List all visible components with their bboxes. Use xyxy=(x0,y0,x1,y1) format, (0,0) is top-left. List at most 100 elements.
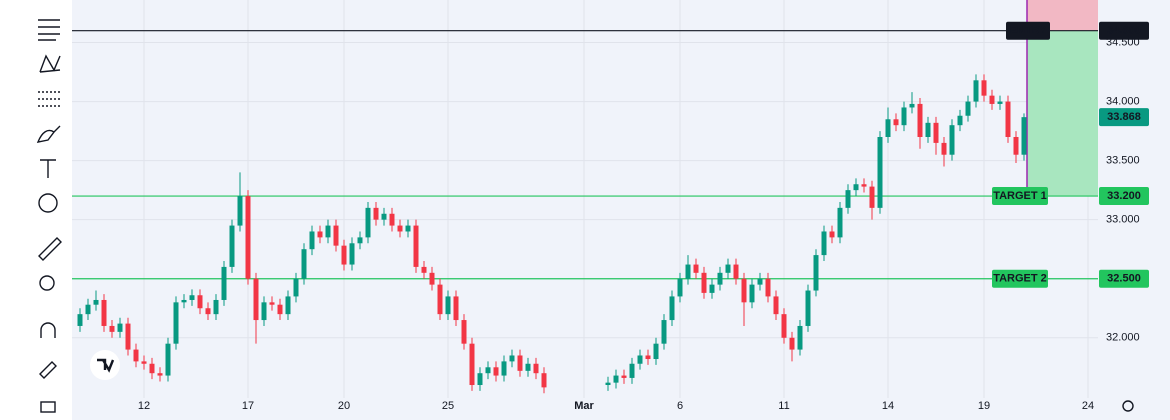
candle-body xyxy=(949,125,955,155)
candle-body xyxy=(309,231,315,250)
emoji-tool[interactable] xyxy=(38,193,58,213)
candle-body xyxy=(781,314,787,338)
candle-body xyxy=(301,249,307,279)
candle-body xyxy=(277,304,283,315)
candle-body xyxy=(797,325,803,350)
candle-body xyxy=(469,343,475,386)
candle-body xyxy=(509,355,515,362)
candle-body xyxy=(653,343,659,360)
candle-body xyxy=(693,264,699,273)
price-tag xyxy=(1099,269,1149,288)
candle-body xyxy=(133,349,139,362)
candle-body xyxy=(765,278,771,297)
candle-body xyxy=(237,196,243,226)
candle-body xyxy=(125,323,131,350)
candle-body xyxy=(437,284,443,315)
x-tick-label: Mar xyxy=(574,400,594,412)
candle-body xyxy=(541,373,547,388)
toolbar-icons[interactable] xyxy=(36,19,62,413)
candle-body xyxy=(197,295,203,309)
brush-tool[interactable] xyxy=(36,125,61,143)
candle-body xyxy=(885,119,891,137)
candle-body xyxy=(805,290,811,326)
candle-body xyxy=(357,237,363,244)
candle-body xyxy=(981,80,987,96)
lock-tool[interactable] xyxy=(40,401,56,413)
candle-body xyxy=(997,101,1003,104)
candle-body xyxy=(941,142,947,155)
y-tick-label: 33.500 xyxy=(1106,155,1140,167)
candle-body xyxy=(933,122,939,143)
candle-body xyxy=(501,361,507,376)
y-tick-label: 34.000 xyxy=(1106,95,1140,107)
y-tick-label: 33.000 xyxy=(1106,214,1140,226)
candle-body xyxy=(221,266,227,300)
zoom-tool[interactable] xyxy=(39,275,55,291)
candle-body xyxy=(181,299,187,303)
pattern-tool[interactable] xyxy=(39,54,61,73)
candle-body xyxy=(421,266,427,273)
candle-body xyxy=(413,225,419,267)
x-tick-label: 20 xyxy=(338,400,350,412)
candle-body xyxy=(733,264,739,279)
candle-body xyxy=(109,325,115,332)
magnet-tool[interactable] xyxy=(40,322,56,338)
lock-draw-tool[interactable] xyxy=(39,361,57,379)
ruler-tool[interactable] xyxy=(38,237,62,261)
settings-button[interactable] xyxy=(1122,400,1134,412)
x-tick-label: 24 xyxy=(1082,400,1094,412)
text-tool[interactable] xyxy=(40,159,56,178)
candle-body xyxy=(293,278,299,297)
last-price-tag xyxy=(1099,108,1149,127)
candle-body xyxy=(373,207,379,220)
logo-mark xyxy=(97,358,115,373)
candle-body xyxy=(837,207,843,238)
candle-body xyxy=(773,296,779,315)
candle-body xyxy=(613,375,619,383)
candle-body xyxy=(261,302,267,321)
candle-body xyxy=(389,213,395,226)
x-tick-label: 14 xyxy=(882,400,894,412)
candle-body xyxy=(485,367,491,374)
candle-body xyxy=(533,363,539,374)
candle-body xyxy=(789,337,795,350)
candle-body xyxy=(1021,117,1027,155)
candle-body xyxy=(669,296,675,321)
candle-body xyxy=(205,308,211,315)
candle-body xyxy=(397,225,403,232)
price-tag xyxy=(1099,187,1149,206)
candle-body xyxy=(517,355,523,371)
toolbar xyxy=(0,0,72,420)
candle-body xyxy=(365,207,371,238)
candle-body xyxy=(325,225,331,238)
candle-body xyxy=(493,367,499,376)
candle-body xyxy=(845,190,851,208)
profit-zone xyxy=(1027,30,1098,197)
candle-body xyxy=(877,136,883,208)
candle-body xyxy=(741,278,747,303)
candle-body xyxy=(525,363,531,371)
y-tick-label: 32.000 xyxy=(1106,332,1140,344)
candle-body xyxy=(189,295,195,300)
candle-body xyxy=(829,231,835,238)
x-tick-label: 6 xyxy=(677,400,683,412)
candle-body xyxy=(333,225,339,246)
price-tag-label: 32.500 xyxy=(1107,273,1141,285)
lines-tool[interactable] xyxy=(38,19,60,41)
candle-body xyxy=(157,373,163,376)
last-price-label: 33.868 xyxy=(1107,111,1141,123)
candle-body xyxy=(461,320,467,344)
candle-body xyxy=(853,184,859,191)
candle-body xyxy=(245,196,251,279)
candle-body xyxy=(925,122,931,137)
candle-body xyxy=(253,278,259,321)
candle-body xyxy=(725,264,731,273)
candle-body xyxy=(317,231,323,238)
level-tag xyxy=(1006,21,1050,40)
candle-body xyxy=(989,95,995,104)
candle-body xyxy=(861,184,867,187)
candle-body xyxy=(405,225,411,232)
